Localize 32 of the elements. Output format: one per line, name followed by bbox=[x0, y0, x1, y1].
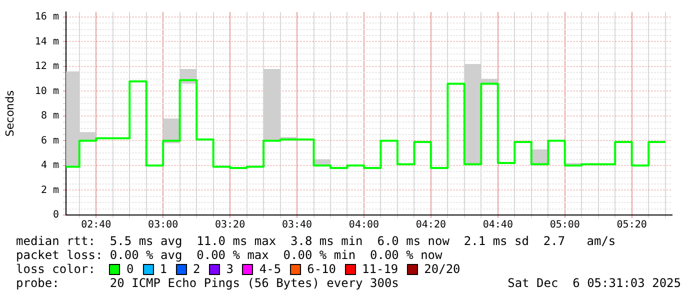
x-tick-label: 03:20 bbox=[214, 220, 246, 231]
text: 6-10 bbox=[307, 262, 336, 276]
y-tick-label: 12 m bbox=[34, 61, 59, 72]
y-tick-label: 6 m bbox=[40, 135, 59, 146]
x-tick-label: 04:00 bbox=[348, 220, 380, 231]
text: 2 bbox=[192, 262, 200, 276]
y-tick-label: 4 m bbox=[40, 160, 59, 172]
x-tick-label: 04:20 bbox=[416, 220, 446, 231]
x-tick-label: 05:20 bbox=[616, 220, 647, 231]
y-tick-label: 2 m bbox=[40, 184, 59, 196]
text: 20/20 bbox=[424, 262, 460, 276]
text: 3 bbox=[226, 262, 234, 276]
text: 4-5 bbox=[259, 262, 282, 276]
text: Sat Dec 6 05:31:03 2025 bbox=[508, 276, 681, 290]
x-tick-label: 03:40 bbox=[282, 220, 312, 231]
y-tick-label: 8 m bbox=[40, 110, 59, 122]
text: 0 bbox=[126, 262, 134, 276]
y-tick-label: 14 m bbox=[34, 36, 59, 48]
x-tick-label: 02:40 bbox=[81, 220, 112, 231]
text: probe: 20 ICMP Echo Pings (56 Bytes) every 300s bbox=[16, 276, 399, 290]
x-tick-label: 05:00 bbox=[550, 220, 580, 231]
text: 1 bbox=[160, 262, 167, 276]
text: packet loss: 0.00 % avg 0.00 % max 0.00 % min 0.00 % now bbox=[16, 248, 442, 262]
text: 11-19 bbox=[362, 262, 398, 276]
x-tick-label: 03:00 bbox=[148, 220, 178, 231]
y-tick-label: 10 m bbox=[34, 86, 59, 97]
y-tick-label: 0 bbox=[52, 210, 59, 221]
text: median rtt: 5.5 ms avg 11.0 ms max 3.8 ms min 6.0 ms now 2.1 ms sd 2.7 am/s bbox=[16, 234, 616, 248]
x-tick-label: 04:40 bbox=[482, 220, 513, 231]
y-axis-title: Seconds bbox=[3, 90, 16, 137]
text: loss color: bbox=[16, 262, 96, 276]
y-tick-label: 16 m bbox=[34, 12, 59, 23]
